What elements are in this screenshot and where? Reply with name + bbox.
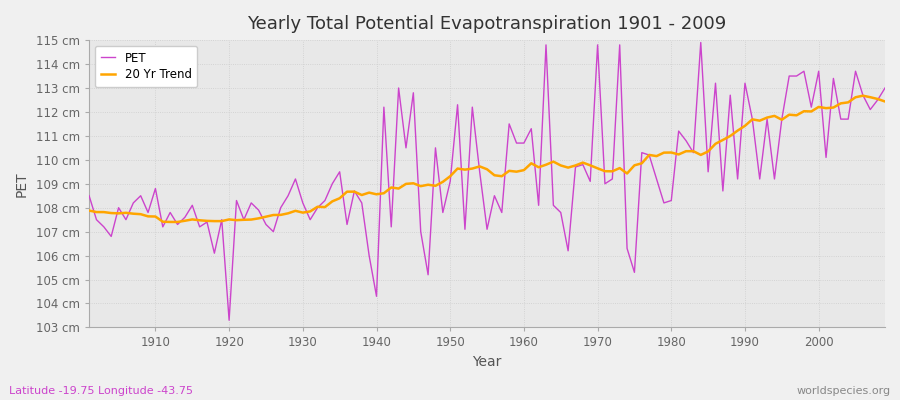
Legend: PET, 20 Yr Trend: PET, 20 Yr Trend	[95, 46, 197, 87]
PET	[312, 205, 323, 210]
PET	[84, 193, 94, 198]
Text: worldspecies.org: worldspecies.org	[796, 386, 891, 396]
Text: Latitude -19.75 Longitude -43.75: Latitude -19.75 Longitude -43.75	[9, 386, 193, 396]
PET	[224, 318, 235, 323]
PET	[696, 40, 706, 45]
20 Yr Trend	[615, 166, 626, 170]
20 Yr Trend	[858, 93, 868, 98]
Y-axis label: PET: PET	[15, 171, 29, 196]
Title: Yearly Total Potential Evapotranspiration 1901 - 2009: Yearly Total Potential Evapotranspiratio…	[248, 15, 726, 33]
Line: PET: PET	[89, 42, 885, 320]
PET	[518, 141, 529, 146]
20 Yr Trend	[879, 99, 890, 104]
PET	[143, 210, 154, 215]
20 Yr Trend	[312, 204, 323, 209]
20 Yr Trend	[84, 208, 94, 213]
20 Yr Trend	[526, 161, 536, 166]
20 Yr Trend	[143, 214, 154, 219]
20 Yr Trend	[165, 220, 176, 224]
20 Yr Trend	[356, 193, 367, 198]
PET	[526, 126, 536, 131]
PET	[356, 200, 367, 205]
PET	[615, 42, 626, 47]
Line: 20 Yr Trend: 20 Yr Trend	[89, 96, 885, 222]
X-axis label: Year: Year	[472, 355, 501, 369]
20 Yr Trend	[518, 168, 529, 172]
PET	[879, 86, 890, 90]
